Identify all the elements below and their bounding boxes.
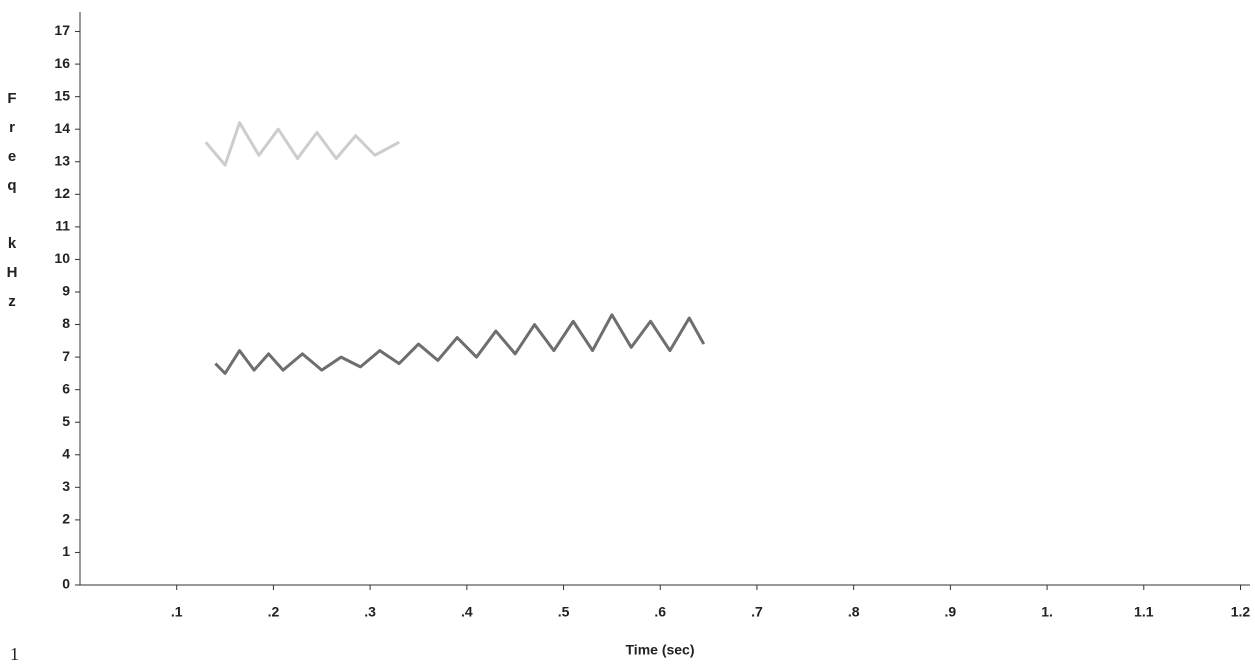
trace xyxy=(214,313,706,375)
x-tick-label: 1.2 xyxy=(1231,604,1251,620)
x-tick-label: .2 xyxy=(268,604,280,620)
y-tick-label: 4 xyxy=(62,445,70,461)
x-tick-label: .4 xyxy=(461,604,473,620)
x-tick-label: .3 xyxy=(364,604,376,620)
y-tick-label: 7 xyxy=(62,348,70,364)
x-tick-label: .8 xyxy=(848,604,860,620)
y-tick-label: 6 xyxy=(62,380,70,396)
x-tick-label: 1.1 xyxy=(1134,604,1154,620)
trace xyxy=(204,121,400,167)
x-tick-label: .7 xyxy=(751,604,763,620)
y-tick-label: 16 xyxy=(54,55,70,71)
x-tick-label: .6 xyxy=(654,604,666,620)
y-tick-label: 13 xyxy=(54,152,70,168)
y-tick-label: 2 xyxy=(62,511,70,527)
y-tick-label: 5 xyxy=(62,413,70,429)
x-tick-label: .9 xyxy=(945,604,957,620)
y-tick-label: 12 xyxy=(54,185,70,201)
y-tick-label: 17 xyxy=(54,22,70,38)
y-tick-label: 15 xyxy=(54,87,70,103)
y-tick-label: 0 xyxy=(62,576,70,592)
x-axis-label: Time (sec) xyxy=(626,642,695,658)
x-tick-label: 1. xyxy=(1041,604,1053,620)
x-tick-label: .5 xyxy=(558,604,570,620)
footnote: 1 xyxy=(10,644,19,664)
x-tick-label: .1 xyxy=(171,604,183,620)
y-tick-label: 3 xyxy=(62,478,70,494)
y-tick-label: 11 xyxy=(55,218,70,234)
y-tick-label: 9 xyxy=(62,283,70,299)
y-tick-label: 1 xyxy=(62,543,70,559)
y-tick-label: 8 xyxy=(62,315,70,331)
y-tick-label: 14 xyxy=(54,120,70,136)
y-tick-label: 10 xyxy=(54,250,70,266)
y-axis-label: Freq kHz xyxy=(4,90,21,322)
